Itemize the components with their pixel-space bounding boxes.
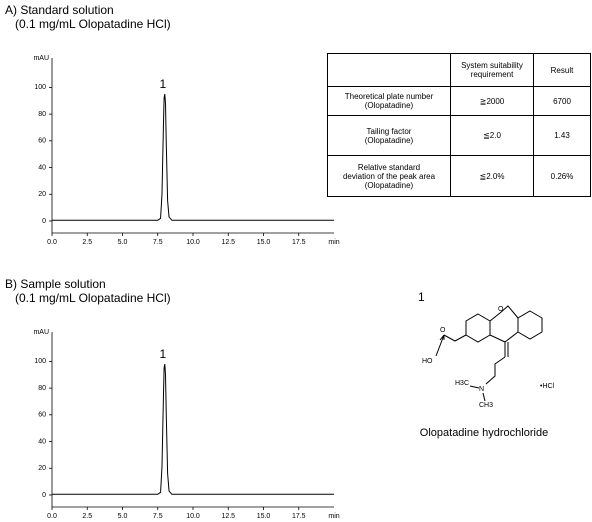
x-tick-label: 2.5 [82, 513, 92, 520]
atom-label: H3C [455, 380, 469, 387]
chart-title: B) Sample solution [5, 277, 106, 291]
x-tick-label: 5.0 [118, 239, 128, 246]
y-tick-label: 40 [38, 164, 46, 171]
y-tick-label: 80 [38, 111, 46, 118]
bond [443, 334, 467, 342]
x-tick-label: 0.0 [47, 239, 57, 246]
y-axis-label: mAU [33, 55, 49, 62]
bond [489, 305, 519, 322]
x-tick-label: 15.0 [257, 239, 271, 246]
table-cell: 0.26% [533, 155, 591, 197]
header-cell: System suitability requirement [450, 53, 534, 87]
y-axis-label: mAU [33, 329, 49, 336]
table-row: Relative standard deviation of the peak … [327, 155, 591, 197]
table-cell: Theoretical plate number (Olopatadine) [327, 86, 451, 116]
y-tick-label: 20 [38, 191, 46, 198]
chromatogram-line [52, 93, 334, 221]
suitability-table: System suitability requirement Result Th… [327, 53, 591, 197]
bond [465, 313, 491, 343]
table-row: Tailing factor (Olopatadine) ≦2.0 1.43 [327, 115, 591, 156]
x-tick-label: 12.5 [221, 513, 235, 520]
x-tick-label: 0.0 [47, 513, 57, 520]
chart-subtitle: (0.1 mg/mL Olopatadine HCl) [15, 17, 171, 31]
table-cell: 1.43 [533, 115, 591, 156]
y-tick-label: 60 [38, 412, 46, 419]
y-tick-label: 40 [38, 438, 46, 445]
chromatogram-line [52, 363, 334, 495]
bond [469, 385, 480, 389]
x-tick-label: 5.0 [118, 513, 128, 520]
header-cell: Result [533, 53, 591, 87]
x-tick-label: 7.5 [153, 513, 163, 520]
y-tick-label: 80 [38, 385, 46, 392]
table-cell: Relative standard deviation of the peak … [327, 155, 451, 197]
y-tick-label: 100 [34, 358, 46, 365]
table-header: System suitability requirement Result [327, 53, 591, 87]
y-tick-label: 20 [38, 465, 46, 472]
x-tick-label: 17.5 [292, 239, 306, 246]
table-cell: ≦2.0 [450, 115, 534, 156]
atom-label: O [498, 306, 504, 313]
structure: 1 O HO O H3C N CH3 •HCl Olopatadine hydr… [418, 290, 555, 439]
y-tick-label: 100 [34, 84, 46, 91]
x-tick-label: 12.5 [221, 239, 235, 246]
chart-title: A) Standard solution [5, 3, 114, 17]
y-tick-label: 0 [42, 218, 46, 225]
x-tick-label: 2.5 [82, 239, 92, 246]
y-tick-label: 0 [42, 492, 46, 499]
chart-subtitle: (0.1 mg/mL Olopatadine HCl) [15, 291, 171, 305]
table-cell: ≦2.0% [450, 155, 534, 197]
bond [435, 334, 445, 357]
x-tick-label: 7.5 [153, 239, 163, 246]
header-cell [327, 53, 451, 87]
y-tick-label: 60 [38, 138, 46, 145]
atom-label: N [479, 386, 484, 393]
atom-label: O [440, 327, 446, 334]
compound-name: Olopatadine hydrochloride [420, 427, 548, 439]
compound-number: 1 [418, 290, 425, 304]
bond [489, 331, 519, 343]
bond [517, 310, 543, 340]
x-tick-label: 10.0 [186, 513, 200, 520]
peak-label: 1 [159, 77, 166, 91]
x-axis-label: min [328, 513, 339, 520]
x-tick-label: 15.0 [257, 513, 271, 520]
table-cell: 6700 [533, 86, 591, 116]
x-tick-label: 17.5 [292, 513, 306, 520]
bond [482, 392, 486, 402]
table-row: Theoretical plate number (Olopatadine) ≧… [327, 86, 591, 116]
atom-label: HO [422, 358, 433, 365]
atom-label: •HCl [540, 383, 555, 390]
table-cell: Tailing factor (Olopatadine) [327, 115, 451, 156]
x-axis-label: min [328, 239, 339, 246]
x-tick-label: 10.0 [186, 239, 200, 246]
atom-label: CH3 [479, 402, 493, 409]
bond [485, 356, 506, 385]
table-cell: ≧2000 [450, 86, 534, 116]
peak-label: 1 [159, 347, 166, 361]
